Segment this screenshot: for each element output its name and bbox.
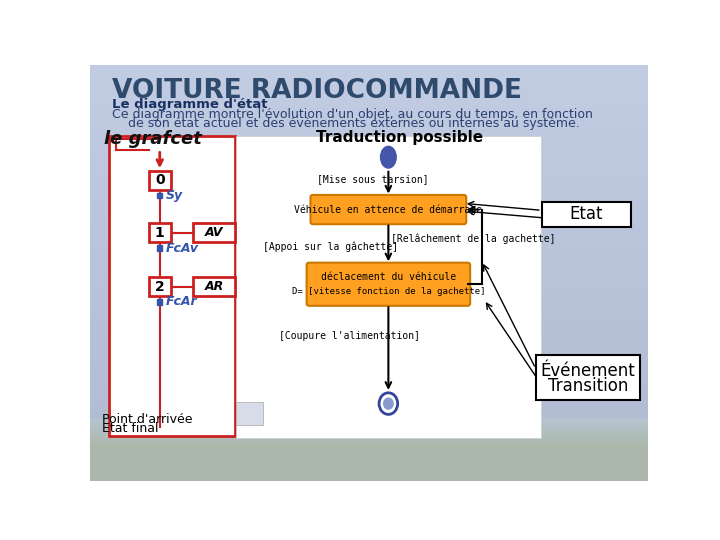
- Text: D= [vitesse fonction de la gachette]: D= [vitesse fonction de la gachette]: [292, 287, 485, 296]
- Bar: [157, 193, 163, 198]
- Bar: [193, 278, 235, 296]
- Bar: [536, 355, 640, 400]
- Text: [Relâchement de la gachette]: [Relâchement de la gachette]: [392, 234, 556, 245]
- Text: Transition: Transition: [548, 377, 628, 395]
- Text: Ce diagramme montre l'évolution d'un objet, au cours du temps, en fonction: Ce diagramme montre l'évolution d'un obj…: [112, 108, 593, 121]
- Ellipse shape: [380, 146, 397, 168]
- Bar: [149, 278, 171, 296]
- FancyBboxPatch shape: [310, 195, 467, 224]
- Text: 0: 0: [155, 173, 165, 187]
- Text: Le diagramme d'état: Le diagramme d'état: [112, 98, 267, 111]
- Bar: [157, 299, 163, 305]
- Bar: [109, 136, 235, 436]
- Text: 2: 2: [155, 280, 165, 294]
- Text: [Appoi sur la gâchette]: [Appoi sur la gâchette]: [263, 242, 398, 252]
- Text: Événement: Événement: [541, 362, 635, 380]
- Ellipse shape: [383, 397, 394, 410]
- Text: FcAr: FcAr: [166, 295, 197, 308]
- Text: 1: 1: [155, 226, 165, 240]
- Bar: [235, 136, 541, 438]
- Text: le grafcet: le grafcet: [104, 130, 202, 148]
- Text: Point d'arrivée: Point d'arrivée: [102, 413, 192, 426]
- Text: FcAv: FcAv: [166, 241, 199, 254]
- FancyBboxPatch shape: [307, 262, 470, 306]
- Bar: [157, 245, 163, 251]
- Text: VOITURE RADIOCOMMANDE: VOITURE RADIOCOMMANDE: [112, 78, 522, 104]
- Bar: [149, 171, 171, 190]
- Bar: [235, 402, 263, 425]
- Text: AR: AR: [204, 280, 224, 293]
- Text: Véhicule en attence de démarrage: Véhicule en attence de démarrage: [294, 204, 482, 215]
- Text: Traduction possible: Traduction possible: [316, 130, 484, 145]
- Bar: [542, 202, 631, 226]
- Bar: [149, 224, 171, 242]
- Bar: [193, 224, 235, 242]
- Ellipse shape: [379, 393, 397, 414]
- Text: Etat final: Etat final: [102, 422, 158, 435]
- Text: déclacement du véhicule: déclacement du véhicule: [321, 272, 456, 281]
- Text: Sy: Sy: [166, 189, 183, 202]
- Text: Etat: Etat: [570, 205, 603, 223]
- Text: de son état actuel et des évènements externes ou internes au système.: de son état actuel et des évènements ext…: [112, 117, 580, 130]
- Text: [Mise sous tarsion]: [Mise sous tarsion]: [317, 174, 428, 185]
- Text: AV: AV: [204, 226, 223, 239]
- Text: [Coupure l'alimentation]: [Coupure l'alimentation]: [279, 331, 420, 341]
